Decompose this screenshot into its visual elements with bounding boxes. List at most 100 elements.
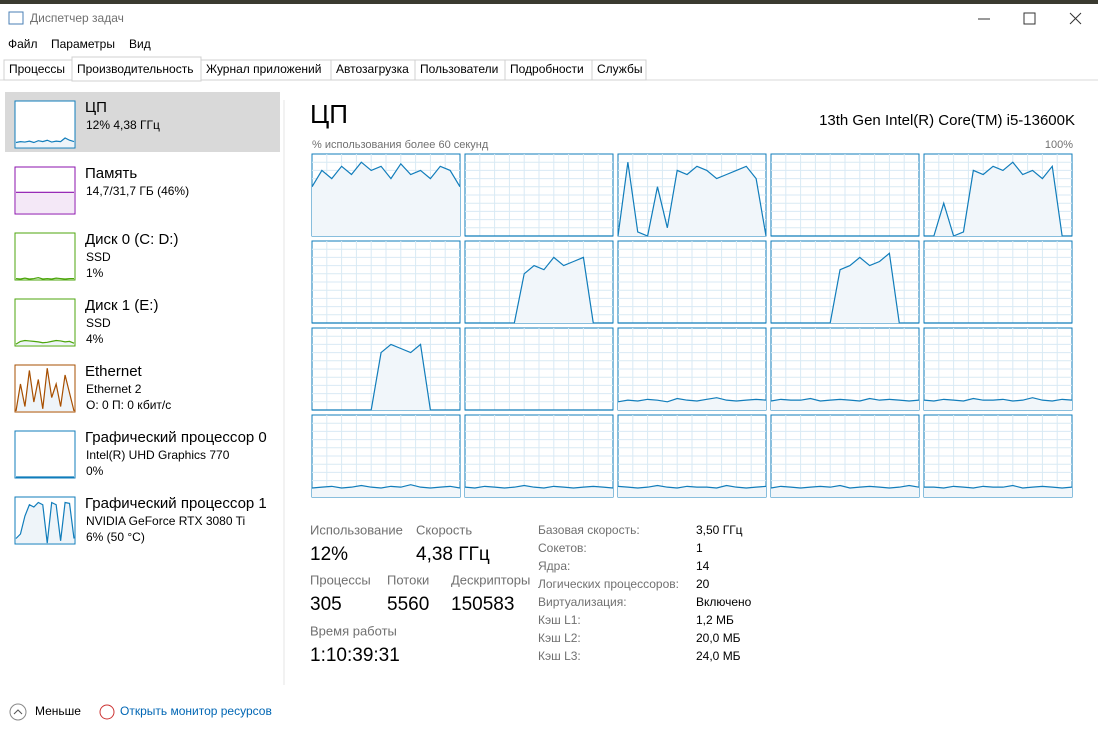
graph-line bbox=[923, 397, 1073, 402]
item-detail: 14,7/31,7 ГБ (46%) bbox=[86, 184, 189, 198]
tab-label[interactable]: Журнал приложений bbox=[206, 62, 321, 76]
thumbnail-frame[interactable] bbox=[14, 430, 76, 479]
graph-line bbox=[15, 339, 75, 345]
graph-area-fill bbox=[618, 485, 766, 497]
item-detail: NVIDIA GeForce RTX 3080 Ti bbox=[86, 514, 245, 528]
tab[interactable] bbox=[591, 59, 647, 81]
item-name[interactable]: Диск 1 (E:) bbox=[85, 297, 158, 314]
spec-label: Логических процессоров: bbox=[538, 577, 679, 591]
spec-label: Базовая скорость: bbox=[538, 523, 640, 537]
graph-label: % использования более 60 секунд bbox=[312, 139, 489, 151]
graph-line bbox=[311, 484, 461, 489]
item-detail: 4% bbox=[86, 332, 104, 346]
menu-item[interactable]: Параметры bbox=[51, 37, 115, 51]
graph-line bbox=[924, 161, 1072, 237]
graph-line bbox=[464, 484, 614, 489]
thumbnail-frame[interactable] bbox=[14, 298, 76, 347]
graph-area-fill bbox=[312, 162, 460, 236]
spec-value: 20,0 МБ bbox=[696, 631, 741, 645]
item-detail: Ethernet 2 bbox=[86, 382, 142, 396]
app-icon bbox=[8, 11, 24, 25]
graph-line bbox=[617, 397, 767, 403]
menu-item[interactable]: Вид bbox=[129, 37, 151, 51]
tab-label[interactable]: Процессы bbox=[9, 62, 65, 76]
graph-line bbox=[312, 343, 460, 411]
item-name[interactable]: Ethernet bbox=[85, 363, 143, 380]
graph-area-fill bbox=[924, 162, 1072, 236]
item-detail: 0% bbox=[86, 464, 104, 478]
tab-label[interactable]: Автозагрузка bbox=[336, 62, 409, 76]
stat-value: 12% bbox=[310, 544, 348, 565]
graph-area-fill bbox=[16, 138, 74, 147]
stat-label: Скорость bbox=[416, 522, 472, 537]
graph-line bbox=[617, 484, 767, 489]
stat-label: Дескрипторы bbox=[451, 572, 530, 587]
graph-line bbox=[771, 252, 919, 324]
spec-value: 14 bbox=[696, 559, 710, 573]
spec-label: Кэш L2: bbox=[538, 631, 581, 645]
graph-area-fill bbox=[771, 253, 919, 323]
item-detail: О: 0 П: 0 кбит/с bbox=[86, 398, 171, 412]
graph-line bbox=[15, 501, 75, 544]
graph-max: 100% bbox=[1045, 139, 1073, 151]
stat-label: Процессы bbox=[310, 572, 371, 587]
stat-value: 1:10:39:31 bbox=[310, 645, 400, 666]
spec-value: 24,0 МБ bbox=[696, 649, 741, 663]
cpu-model: 13th Gen Intel(R) Core(TM) i5-13600K bbox=[819, 112, 1075, 129]
tab-label[interactable]: Производительность bbox=[77, 62, 193, 76]
window-title: Диспетчер задач bbox=[30, 11, 124, 25]
maximize-button[interactable] bbox=[1023, 12, 1036, 25]
top-border bbox=[0, 0, 1098, 4]
menu-item[interactable]: Файл bbox=[8, 37, 38, 51]
item-detail: 6% (50 °C) bbox=[86, 530, 145, 544]
spec-value: 1,2 МБ bbox=[696, 613, 734, 627]
item-name[interactable]: Диск 0 (C: D:) bbox=[85, 231, 178, 248]
item-detail: SSD bbox=[86, 250, 111, 264]
item-name[interactable]: Графический процессор 0 bbox=[85, 429, 267, 446]
graph-line bbox=[15, 277, 74, 280]
spec-value: 1 bbox=[696, 541, 703, 555]
tab-label[interactable]: Подробности bbox=[510, 62, 584, 76]
less-icon[interactable] bbox=[9, 703, 27, 721]
stat-value: 150583 bbox=[451, 594, 514, 615]
stat-value: 4,38 ГГц bbox=[416, 544, 490, 565]
spec-value: 3,50 ГГц bbox=[696, 523, 743, 537]
spec-label: Ядра: bbox=[538, 559, 570, 573]
spec-label: Виртуализация: bbox=[538, 595, 627, 609]
graph-area-fill bbox=[312, 344, 460, 410]
spec-value: Включено bbox=[696, 595, 752, 609]
stat-value: 305 bbox=[310, 594, 342, 615]
spec-label: Кэш L3: bbox=[538, 649, 581, 663]
graph-area-fill bbox=[465, 485, 613, 497]
graph-line bbox=[617, 162, 767, 237]
graph-area-fill bbox=[771, 398, 919, 410]
cpu-title: ЦП bbox=[310, 99, 348, 129]
tab-label[interactable]: Пользователи bbox=[420, 62, 498, 76]
item-name[interactable]: Графический процессор 1 bbox=[85, 495, 267, 512]
monitor-icon bbox=[99, 704, 115, 720]
spec-label: Кэш L1: bbox=[538, 613, 581, 627]
item-detail: 12% 4,38 ГГц bbox=[86, 118, 160, 132]
graph-line bbox=[15, 368, 75, 412]
thumbnail-frame[interactable] bbox=[14, 232, 76, 281]
less-button[interactable]: Меньше bbox=[35, 704, 81, 718]
resource-monitor-link[interactable]: Открыть монитор ресурсов bbox=[120, 704, 272, 718]
item-detail: SSD bbox=[86, 316, 111, 330]
tab-label[interactable]: Службы bbox=[597, 62, 642, 76]
close-button[interactable] bbox=[1069, 12, 1082, 25]
item-name[interactable]: Память bbox=[85, 165, 137, 182]
active-tab[interactable] bbox=[71, 56, 202, 82]
item-detail: 1% bbox=[86, 266, 104, 280]
graph-line bbox=[924, 484, 1073, 489]
graph-line bbox=[465, 256, 613, 324]
graph-line bbox=[311, 161, 461, 188]
graph-area-fill bbox=[924, 485, 1072, 497]
graph-area-fill bbox=[16, 192, 74, 213]
stat-label: Использование bbox=[310, 522, 403, 537]
graph-line bbox=[770, 484, 920, 489]
graph-line bbox=[770, 397, 920, 402]
item-name[interactable]: ЦП bbox=[85, 99, 107, 116]
graph-area-fill bbox=[618, 162, 766, 236]
graph-area-fill bbox=[465, 257, 613, 323]
